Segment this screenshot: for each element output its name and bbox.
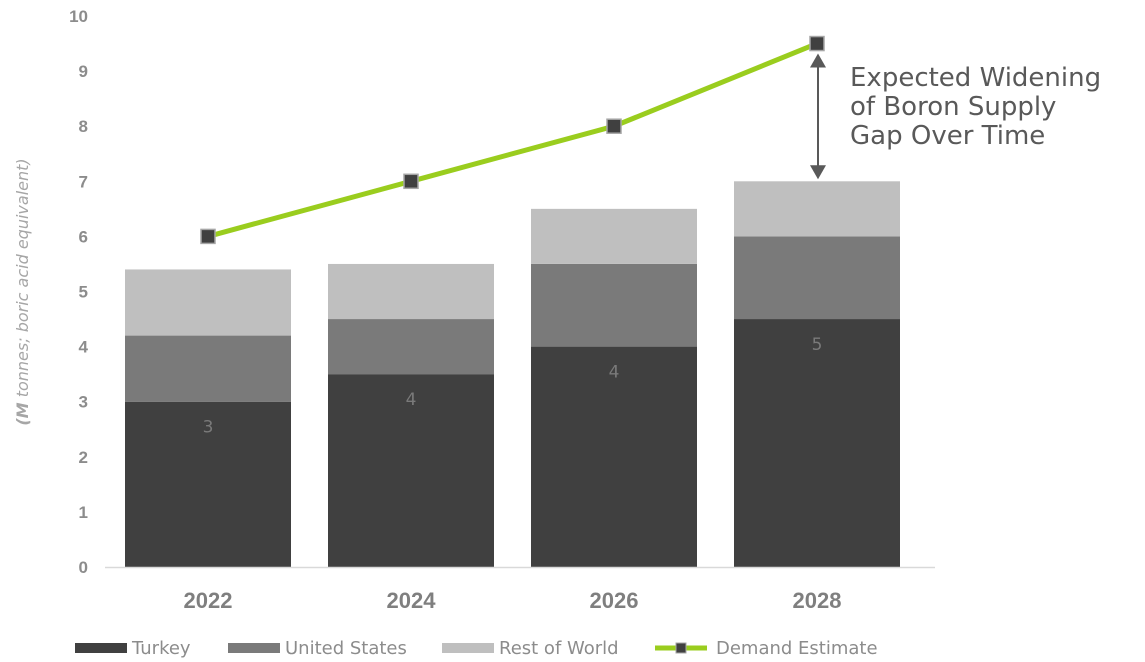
y-tick-label: 1	[79, 503, 88, 522]
bar-segment-turkey	[328, 374, 494, 567]
gap-arrow-head-up	[810, 53, 826, 68]
bar-data-label: 3	[203, 418, 214, 438]
bar-data-label: 4	[406, 390, 417, 410]
x-category-label: 2024	[387, 588, 437, 613]
bar-segment-rest-of-world	[531, 208, 697, 264]
legend-label: United States	[285, 638, 407, 659]
y-tick-label: 8	[79, 117, 88, 136]
y-tick-label: 7	[79, 172, 88, 191]
y-tick-label: 10	[69, 7, 88, 26]
legend-label: Rest of World	[499, 638, 619, 659]
bar-segment-rest-of-world	[328, 263, 494, 320]
x-category-label: 2026	[590, 588, 639, 613]
x-axis-categories: 2022 2024 2026 2028	[184, 588, 842, 613]
demand-line	[207, 41, 818, 239]
y-tick-label: 3	[79, 393, 88, 412]
annotation-text-line: Expected Widening	[850, 63, 1101, 93]
demand-marker	[606, 118, 622, 134]
y-axis-title-rest: tonnes; boric acid equivalent)	[13, 158, 32, 402]
y-tick-label: 0	[79, 558, 88, 577]
bar-segment-united-states	[531, 263, 697, 347]
y-tick-label: 4	[79, 338, 89, 357]
legend-label: Turkey	[131, 638, 191, 659]
legend: Turkey United States Rest of World Demand E…	[75, 638, 878, 659]
data-labels: 3 4 4 5	[203, 335, 823, 438]
bar-segment-rest-of-world	[125, 269, 291, 336]
legend-label: Demand Estimate	[716, 638, 878, 659]
y-tick-label: 5	[79, 283, 88, 302]
bar-segment-united-states	[328, 319, 494, 375]
demand-estimate-line	[200, 35, 825, 245]
annotation-text-line: of Boron Supply	[850, 92, 1056, 122]
legend-item-demand-estimate: Demand Estimate	[655, 638, 878, 659]
bar-segment-turkey	[125, 401, 291, 567]
x-category-label: 2028	[793, 588, 842, 613]
bar-segment-united-states	[125, 335, 291, 402]
y-axis-ticks: 0 1 2 3 4 5 6 7 8 9 10	[69, 7, 88, 577]
legend-marker-swatch	[675, 642, 687, 654]
bar-data-label: 4	[609, 363, 620, 383]
gap-arrow-head-down	[810, 165, 826, 180]
annotation-text-line: Gap Over Time	[850, 121, 1045, 151]
legend-swatch	[442, 643, 494, 653]
y-tick-label: 6	[79, 227, 88, 246]
bars	[125, 181, 900, 567]
legend-swatch	[228, 643, 280, 653]
legend-item-turkey: Turkey	[75, 638, 191, 659]
legend-swatch	[75, 643, 127, 653]
svg-text:(M tonnes; boric acid equivale: (M tonnes; boric acid equivalent)	[13, 158, 32, 425]
bar-segment-united-states	[734, 236, 900, 320]
bar-segment-rest-of-world	[734, 181, 900, 237]
legend-item-united-states: United States	[228, 638, 407, 659]
legend-item-rest-of-world: Rest of World	[442, 638, 619, 659]
y-tick-label: 2	[79, 448, 88, 467]
bar-data-label: 5	[812, 335, 823, 355]
y-tick-label: 9	[79, 62, 88, 81]
demand-marker	[809, 35, 825, 52]
demand-marker	[200, 228, 216, 245]
demand-marker	[403, 173, 419, 190]
bar-segment-turkey	[734, 319, 900, 567]
y-axis-title: (M tonnes; boric acid equivalent)	[13, 158, 32, 425]
bar-segment-turkey	[531, 346, 697, 567]
y-axis-title-prefix: (M	[13, 402, 32, 425]
x-category-label: 2022	[184, 588, 233, 613]
